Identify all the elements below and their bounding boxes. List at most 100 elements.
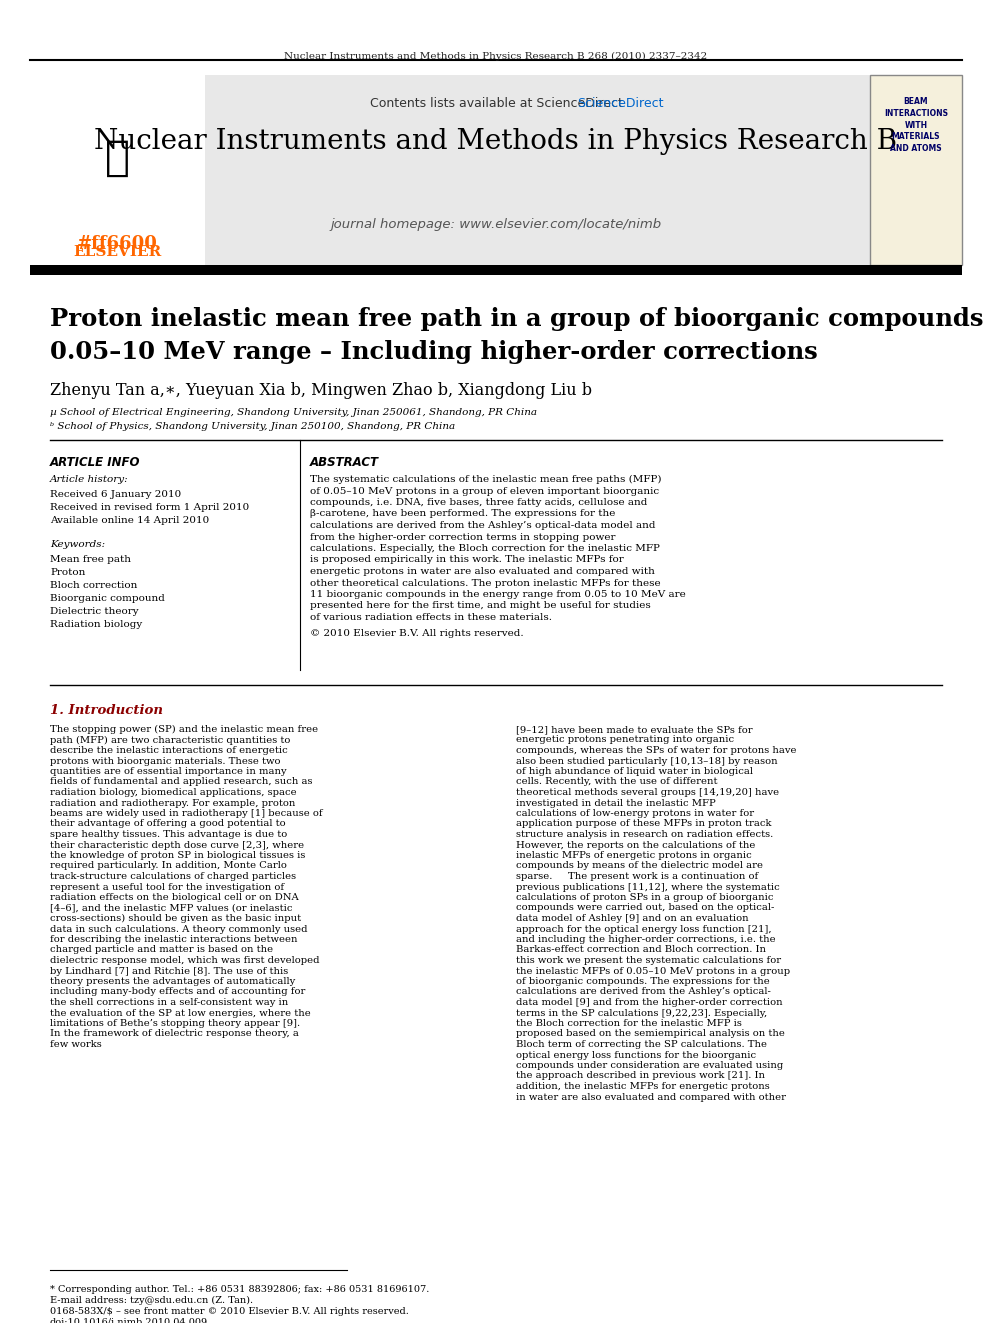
Text: Radiation biology: Radiation biology: [50, 620, 142, 628]
Text: journal homepage: www.elsevier.com/locate/nimb: journal homepage: www.elsevier.com/locat…: [330, 218, 662, 232]
Text: proposed based on the semiempirical analysis on the: proposed based on the semiempirical anal…: [516, 1029, 785, 1039]
Text: describe the inelastic interactions of energetic: describe the inelastic interactions of e…: [50, 746, 288, 755]
Text: β-carotene, have been performed. The expressions for the: β-carotene, have been performed. The exp…: [310, 509, 615, 519]
Text: Bioorganic compound: Bioorganic compound: [50, 594, 165, 603]
FancyBboxPatch shape: [30, 75, 205, 265]
Text: 1. Introduction: 1. Introduction: [50, 704, 163, 717]
Text: calculations. Especially, the Bloch correction for the inelastic MFP: calculations. Especially, the Bloch corr…: [310, 544, 660, 553]
Text: the knowledge of proton SP in biological tissues is: the knowledge of proton SP in biological…: [50, 851, 306, 860]
Text: sparse.     The present work is a continuation of: sparse. The present work is a continuati…: [516, 872, 758, 881]
Text: cells. Recently, with the use of different: cells. Recently, with the use of differe…: [516, 778, 717, 786]
Text: addition, the inelastic MFPs for energetic protons: addition, the inelastic MFPs for energet…: [516, 1082, 770, 1091]
Text: radiation and radiotherapy. For example, proton: radiation and radiotherapy. For example,…: [50, 799, 296, 807]
Text: [9–12] have been made to evaluate the SPs for: [9–12] have been made to evaluate the SP…: [516, 725, 753, 734]
Text: including many-body effects and of accounting for: including many-body effects and of accou…: [50, 987, 306, 996]
Text: charged particle and matter is based on the: charged particle and matter is based on …: [50, 946, 273, 954]
Text: compounds were carried out, based on the optical-: compounds were carried out, based on the…: [516, 904, 775, 913]
Text: their characteristic depth dose curve [2,3], where: their characteristic depth dose curve [2…: [50, 840, 305, 849]
Text: compounds, whereas the SPs of water for protons have: compounds, whereas the SPs of water for …: [516, 746, 797, 755]
Text: few works: few works: [50, 1040, 102, 1049]
Text: Keywords:: Keywords:: [50, 540, 105, 549]
Text: energetic protons in water are also evaluated and compared with: energetic protons in water are also eval…: [310, 568, 655, 576]
Text: the inelastic MFPs of 0.05–10 MeV protons in a group: the inelastic MFPs of 0.05–10 MeV proton…: [516, 967, 790, 975]
Text: The systematic calculations of the inelastic mean free paths (MFP): The systematic calculations of the inela…: [310, 475, 662, 484]
Text: data in such calculations. A theory commonly used: data in such calculations. A theory comm…: [50, 925, 308, 934]
Text: Received 6 January 2010: Received 6 January 2010: [50, 490, 182, 499]
Text: Received in revised form 1 April 2010: Received in revised form 1 April 2010: [50, 503, 249, 512]
Text: 0168-583X/$ – see front matter © 2010 Elsevier B.V. All rights reserved.: 0168-583X/$ – see front matter © 2010 El…: [50, 1307, 409, 1316]
Text: Zhenyu Tan a,∗, Yueyuan Xia b, Mingwen Zhao b, Xiangdong Liu b: Zhenyu Tan a,∗, Yueyuan Xia b, Mingwen Z…: [50, 382, 592, 400]
Text: the evaluation of the SP at low energies, where the: the evaluation of the SP at low energies…: [50, 1008, 310, 1017]
Text: energetic protons penetrating into organic: energetic protons penetrating into organ…: [516, 736, 734, 745]
Text: represent a useful tool for the investigation of: represent a useful tool for the investig…: [50, 882, 284, 892]
Text: calculations are derived from the Ashley’s optical-data model and: calculations are derived from the Ashley…: [310, 521, 656, 531]
Text: data model [9] and from the higher-order correction: data model [9] and from the higher-order…: [516, 998, 783, 1007]
FancyBboxPatch shape: [30, 75, 870, 265]
Text: of high abundance of liquid water in biological: of high abundance of liquid water in bio…: [516, 767, 753, 777]
Text: E-mail address: tzy@sdu.edu.cn (Z. Tan).: E-mail address: tzy@sdu.edu.cn (Z. Tan).: [50, 1297, 253, 1304]
Text: radiation effects on the biological cell or on DNA: radiation effects on the biological cell…: [50, 893, 299, 902]
Text: previous publications [11,12], where the systematic: previous publications [11,12], where the…: [516, 882, 780, 892]
Text: [4–6], and the inelastic MFP values (or inelastic: [4–6], and the inelastic MFP values (or …: [50, 904, 293, 913]
Text: track-structure calculations of charged particles: track-structure calculations of charged …: [50, 872, 297, 881]
Text: Proton inelastic mean free path in a group of bioorganic compounds and water in: Proton inelastic mean free path in a gro…: [50, 307, 992, 331]
Text: structure analysis in research on radiation effects.: structure analysis in research on radiat…: [516, 830, 773, 839]
Text: radiation biology, biomedical applications, space: radiation biology, biomedical applicatio…: [50, 789, 297, 796]
Text: doi:10.1016/j.nimb.2010.04.009: doi:10.1016/j.nimb.2010.04.009: [50, 1318, 208, 1323]
Text: protons with bioorganic materials. These two: protons with bioorganic materials. These…: [50, 757, 281, 766]
Text: terms in the SP calculations [9,22,23]. Especially,: terms in the SP calculations [9,22,23]. …: [516, 1008, 767, 1017]
Text: theory presents the advantages of automatically: theory presents the advantages of automa…: [50, 976, 296, 986]
Text: In the framework of dielectric response theory, a: In the framework of dielectric response …: [50, 1029, 299, 1039]
Text: 🌳: 🌳: [104, 138, 130, 179]
Text: * Corresponding author. Tel.: +86 0531 88392806; fax: +86 0531 81696107.: * Corresponding author. Tel.: +86 0531 8…: [50, 1285, 430, 1294]
Text: ELSEVIER: ELSEVIER: [72, 245, 161, 259]
FancyBboxPatch shape: [30, 265, 962, 275]
Text: Article history:: Article history:: [50, 475, 129, 484]
Text: by Lindhard [7] and Ritchie [8]. The use of this: by Lindhard [7] and Ritchie [8]. The use…: [50, 967, 289, 975]
Text: application purpose of these MFPs in proton track: application purpose of these MFPs in pro…: [516, 819, 772, 828]
Text: limitations of Bethe’s stopping theory appear [9].: limitations of Bethe’s stopping theory a…: [50, 1019, 301, 1028]
Text: data model of Ashley [9] and on an evaluation: data model of Ashley [9] and on an evalu…: [516, 914, 749, 923]
Text: Bloch correction: Bloch correction: [50, 581, 137, 590]
Text: spare healthy tissues. This advantage is due to: spare healthy tissues. This advantage is…: [50, 830, 288, 839]
Text: compounds, i.e. DNA, five bases, three fatty acids, cellulose and: compounds, i.e. DNA, five bases, three f…: [310, 497, 648, 507]
Text: is proposed empirically in this work. The inelastic MFPs for: is proposed empirically in this work. Th…: [310, 556, 624, 565]
Text: Available online 14 April 2010: Available online 14 April 2010: [50, 516, 209, 525]
Text: © 2010 Elsevier B.V. All rights reserved.: © 2010 Elsevier B.V. All rights reserved…: [310, 630, 524, 639]
Text: the approach described in previous work [21]. In: the approach described in previous work …: [516, 1072, 765, 1081]
Text: required particularly. In addition, Monte Carlo: required particularly. In addition, Mont…: [50, 861, 287, 871]
Text: ScienceDirect: ScienceDirect: [576, 97, 664, 110]
Text: this work we present the systematic calculations for: this work we present the systematic calc…: [516, 957, 781, 964]
Text: compounds under consideration are evaluated using: compounds under consideration are evalua…: [516, 1061, 784, 1070]
Text: approach for the optical energy loss function [21],: approach for the optical energy loss fun…: [516, 925, 772, 934]
Text: inelastic MFPs of energetic protons in organic: inelastic MFPs of energetic protons in o…: [516, 851, 752, 860]
Text: ABSTRACT: ABSTRACT: [310, 456, 379, 468]
Text: fields of fundamental and applied research, such as: fields of fundamental and applied resear…: [50, 778, 312, 786]
Text: However, the reports on the calculations of the: However, the reports on the calculations…: [516, 840, 755, 849]
Text: quantities are of essential importance in many: quantities are of essential importance i…: [50, 767, 287, 777]
Text: theoretical methods several groups [14,19,20] have: theoretical methods several groups [14,1…: [516, 789, 779, 796]
Text: BEAM
INTERACTIONS
WITH
MATERIALS
AND ATOMS: BEAM INTERACTIONS WITH MATERIALS AND ATO…: [884, 97, 948, 153]
Text: investigated in detail the inelastic MFP: investigated in detail the inelastic MFP: [516, 799, 716, 807]
Text: Bloch term of correcting the SP calculations. The: Bloch term of correcting the SP calculat…: [516, 1040, 767, 1049]
Text: calculations of low-energy protons in water for: calculations of low-energy protons in wa…: [516, 808, 754, 818]
Text: optical energy loss functions for the bioorganic: optical energy loss functions for the bi…: [516, 1050, 756, 1060]
Text: their advantage of offering a good potential to: their advantage of offering a good poten…: [50, 819, 286, 828]
Text: cross-sections) should be given as the basic input: cross-sections) should be given as the b…: [50, 914, 302, 923]
Text: of bioorganic compounds. The expressions for the: of bioorganic compounds. The expressions…: [516, 976, 770, 986]
Text: presented here for the first time, and might be useful for studies: presented here for the first time, and m…: [310, 602, 651, 610]
Text: Contents lists available at ScienceDirect: Contents lists available at ScienceDirec…: [370, 97, 622, 110]
Text: Nuclear Instruments and Methods in Physics Research B 268 (2010) 2337–2342: Nuclear Instruments and Methods in Physi…: [285, 52, 707, 61]
Text: Nuclear Instruments and Methods in Physics Research B: Nuclear Instruments and Methods in Physi…: [94, 128, 898, 155]
Text: ᵇ School of Physics, Shandong University, Jinan 250100, Shandong, PR China: ᵇ School of Physics, Shandong University…: [50, 422, 455, 431]
Text: the shell corrections in a self-consistent way in: the shell corrections in a self-consiste…: [50, 998, 289, 1007]
Text: Dielectric theory: Dielectric theory: [50, 607, 139, 617]
Text: and including the higher-order corrections, i.e. the: and including the higher-order correctio…: [516, 935, 776, 945]
Text: 11 bioorganic compounds in the energy range from 0.05 to 10 MeV are: 11 bioorganic compounds in the energy ra…: [310, 590, 685, 599]
Text: path (MFP) are two characteristic quantities to: path (MFP) are two characteristic quanti…: [50, 736, 291, 745]
Text: for describing the inelastic interactions between: for describing the inelastic interaction…: [50, 935, 298, 945]
Text: #ff6600: #ff6600: [76, 235, 158, 253]
Text: also been studied particularly [10,13–18] by reason: also been studied particularly [10,13–18…: [516, 757, 778, 766]
Text: µ School of Electrical Engineering, Shandong University, Jinan 250061, Shandong,: µ School of Electrical Engineering, Shan…: [50, 407, 537, 417]
Text: the Bloch correction for the inelastic MFP is: the Bloch correction for the inelastic M…: [516, 1019, 742, 1028]
